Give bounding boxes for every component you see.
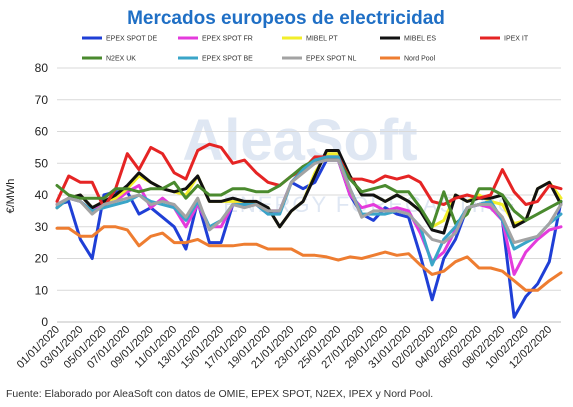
legend: EPEX SPOT DE EPEX SPOT FR MIBEL PT MIBEL ES… bbox=[82, 36, 529, 63]
legend-label-nord-pool: Nord Pool bbox=[404, 56, 436, 63]
y-tick-label: 30 bbox=[35, 220, 49, 234]
series-line-epex-spot-nl bbox=[55, 158, 563, 245]
watermark-logo-text: AleaSoft bbox=[182, 108, 417, 173]
series-lines bbox=[55, 142, 563, 319]
legend-label-mibel-pt: MIBEL PT bbox=[306, 36, 338, 43]
legend-label-mibel-es: MIBEL ES bbox=[404, 36, 436, 43]
y-tick-label: 60 bbox=[35, 125, 49, 139]
legend-label-epex-spot-de: EPEX SPOT DE bbox=[106, 36, 158, 43]
y-tick-label: 20 bbox=[35, 252, 49, 266]
chart-title: Mercados europeos de electricidad bbox=[127, 8, 445, 29]
y-tick-label: 80 bbox=[35, 61, 49, 75]
y-axis-label: €/MWh bbox=[5, 179, 17, 214]
y-tick-label: 40 bbox=[35, 188, 49, 202]
legend-label-ipex-it: IPEX IT bbox=[504, 36, 529, 43]
source-footer: Fuente: Elaborado por AleaSoft con datos… bbox=[6, 388, 434, 400]
y-tick-label: 50 bbox=[35, 156, 49, 170]
legend-label-epex-spot-nl: EPEX SPOT NL bbox=[306, 56, 357, 63]
y-axis-ticks: 0 10 20 30 40 50 60 70 80 bbox=[35, 61, 49, 329]
y-tick-label: 70 bbox=[35, 93, 49, 107]
x-axis-ticks: 01/01/202003/01/202005/01/202007/01/2020… bbox=[15, 324, 555, 371]
series-line-nord-pool bbox=[55, 225, 563, 292]
y-tick-label: 10 bbox=[35, 283, 49, 297]
legend-label-n2ex-uk: N2EX UK bbox=[106, 56, 136, 63]
legend-label-epex-spot-be: EPEX SPOT BE bbox=[202, 56, 253, 63]
series-line-epex-spot-fr bbox=[55, 158, 563, 276]
legend-label-epex-spot-fr: EPEX SPOT FR bbox=[202, 36, 253, 43]
y-tick-label: 0 bbox=[41, 315, 48, 329]
